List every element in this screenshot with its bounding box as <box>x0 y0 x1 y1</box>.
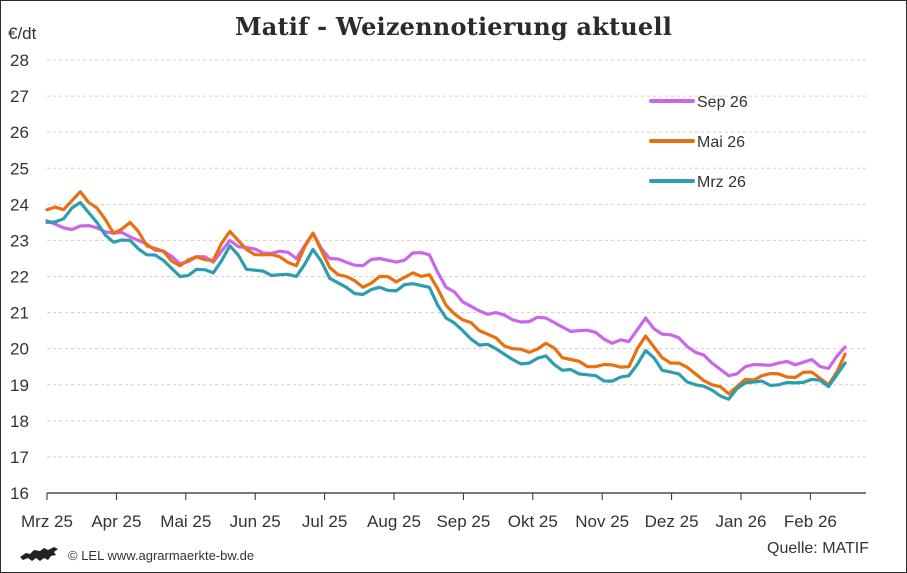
series-line-mrz-26 <box>45 200 847 401</box>
y-tick-label: 19 <box>10 376 29 395</box>
x-tick-label: Mrz 25 <box>21 512 73 531</box>
y-tick-label: 20 <box>10 340 29 359</box>
x-tick-label: Dez 25 <box>645 512 699 531</box>
y-tick-label: 24 <box>10 195 29 214</box>
x-axis: Mrz 25 Apr 25 Mai 25 Jun 25 Jul 25 Aug 25 Sep … <box>21 492 866 531</box>
x-tick-label: Sep 25 <box>436 512 490 531</box>
legend: Sep 26 Mai 26 Mrz 26 <box>649 94 748 191</box>
y-tick-label: 25 <box>10 159 29 178</box>
series-line-sep-26 <box>45 219 847 378</box>
x-tick-label: Aug 25 <box>367 512 421 531</box>
y-tick-label: 16 <box>10 484 29 503</box>
y-tick-label: 27 <box>10 87 29 106</box>
x-tick-label: Nov 25 <box>575 512 629 531</box>
y-tick-label: 22 <box>10 268 29 287</box>
x-tick-label: Mai 25 <box>160 512 211 531</box>
x-tick-label: Jan 26 <box>715 512 766 531</box>
legend-label: Mrz 26 <box>697 174 746 191</box>
y-tick-label: 23 <box>10 231 29 250</box>
lion-logo-icon <box>18 545 60 566</box>
series-lines <box>45 190 847 401</box>
x-tick-label: Feb 26 <box>784 512 837 531</box>
y-tick-label: 17 <box>10 448 29 467</box>
y-tick-label: 18 <box>10 412 29 431</box>
y-tick-label: 21 <box>10 304 29 323</box>
x-tick-label: Jul 25 <box>302 512 347 531</box>
y-tick-label: 28 <box>10 51 29 70</box>
copyright-text: © LEL www.agrarmaerkte-bw.de <box>68 548 255 563</box>
x-tick-label: Jun 25 <box>230 512 281 531</box>
x-tick-label: Okt 25 <box>508 512 558 531</box>
x-tick-label: Apr 25 <box>91 512 141 531</box>
legend-label: Sep 26 <box>697 94 748 111</box>
source-label: Quelle: MATIF <box>767 540 869 557</box>
y-axis-ticks: 16 17 18 19 20 21 22 23 24 25 26 27 28 <box>10 51 29 503</box>
series-line-mai-26 <box>45 190 847 396</box>
gridlines <box>47 59 866 458</box>
y-axis-unit: €/dt <box>8 24 37 43</box>
chart-title: Matif - Weizennotierung aktuell <box>234 12 673 41</box>
footer-credit: © LEL www.agrarmaerkte-bw.de <box>18 545 254 566</box>
y-tick-label: 26 <box>10 123 29 142</box>
legend-label: Mai 26 <box>697 134 745 151</box>
